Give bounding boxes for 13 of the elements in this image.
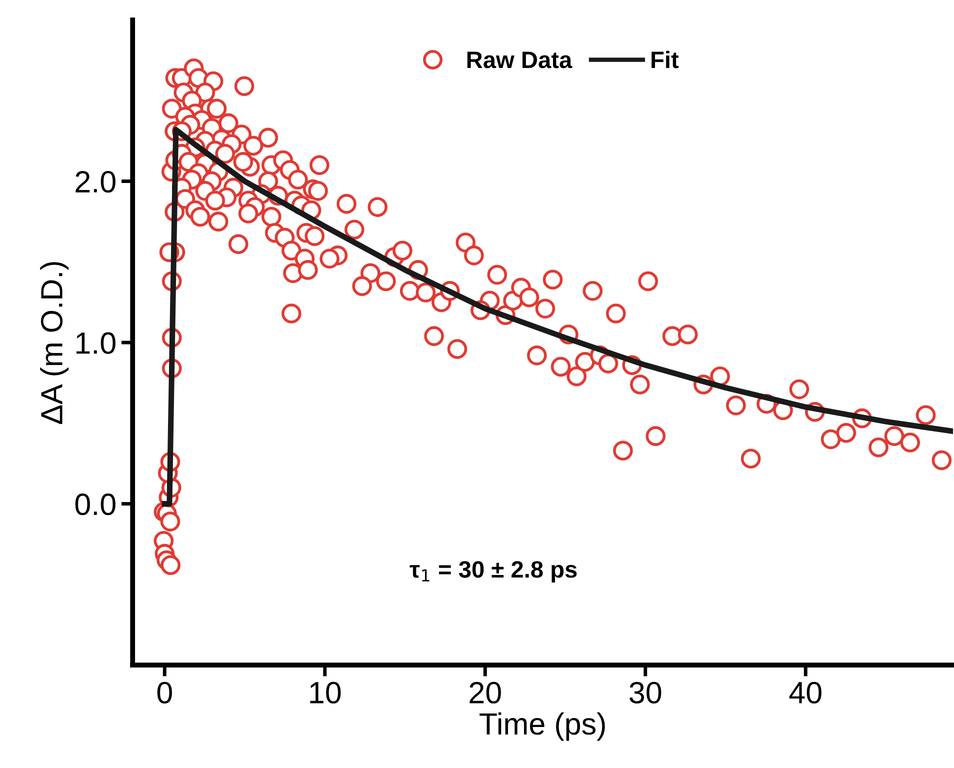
x-axis-title: Time (ps) (480, 712, 605, 741)
annotation: τ$_{1}$ = 30 ± 2.8 ps (410, 561, 577, 582)
x-tick-label: 30 (630, 682, 662, 704)
x-tick-label: 20 (470, 682, 501, 704)
x-tick-label: 10 (310, 682, 341, 704)
y-tick-label: 0.0 (75, 494, 116, 516)
legend-label: Raw Data (467, 52, 572, 68)
y-axis-title: ΔA (m O.D.) (40, 262, 69, 424)
legend-label: Fit (652, 50, 679, 68)
y-tick-label: 2.0 (76, 170, 116, 193)
x-tick-label: 40 (789, 682, 822, 704)
y-tick-label: 1.0 (76, 332, 116, 354)
x-tick-label: 0 (157, 682, 172, 704)
